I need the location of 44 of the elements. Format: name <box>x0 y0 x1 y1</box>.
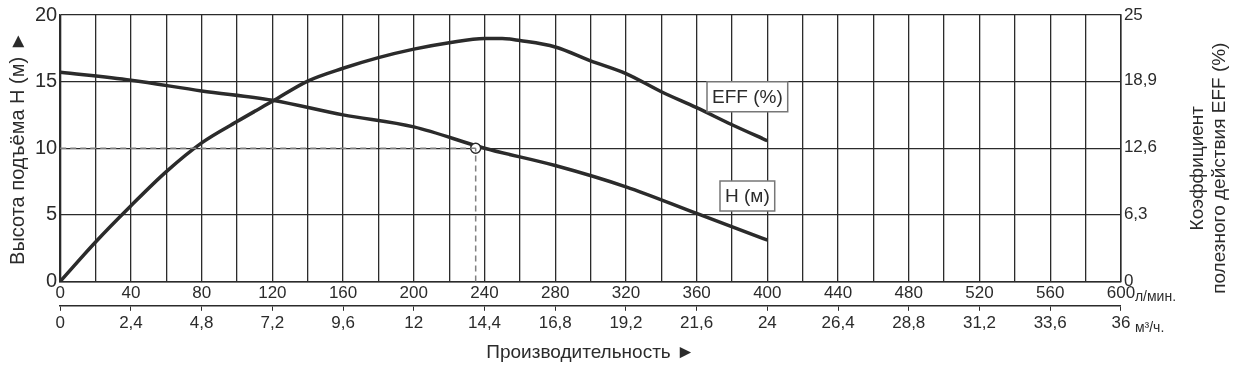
x2-tick-label: 24 <box>757 312 777 332</box>
x2-tick-label: 9,6 <box>331 312 355 332</box>
x2-tick-label: 33,6 <box>1033 312 1067 332</box>
x2-tick-label: 31,2 <box>962 312 997 332</box>
text: л/мин. <box>1134 288 1177 305</box>
y2-tick-label: 12,6 <box>1123 136 1158 156</box>
x-axis-title: Производительность ► <box>486 340 695 362</box>
x-tick-label: 560 <box>1036 283 1065 303</box>
x2-tick-label: 28,8 <box>892 312 926 332</box>
y2-axis-title: Коэффициент полезного действия EFF (%) <box>1186 42 1230 294</box>
x-tick-label: 480 <box>894 283 923 303</box>
x-tick-label: 320 <box>611 283 641 303</box>
text: м³/ч. <box>1134 318 1165 335</box>
x2-tick-label: 19,2 <box>609 312 643 332</box>
y-tick-label: 15 <box>35 69 58 92</box>
x2-tick-label: 7,2 <box>260 312 285 332</box>
x-tick-label: 440 <box>823 283 853 303</box>
x2-tick-label: 16,8 <box>538 312 572 332</box>
x-tick-label: 240 <box>470 283 499 303</box>
x-tick-label: 40 <box>121 283 141 303</box>
x-tick-label: 120 <box>258 283 287 303</box>
x-tick-label: 200 <box>399 283 428 303</box>
x-tick-label: 80 <box>192 283 212 303</box>
x2-tick-label: 26,4 <box>821 312 855 332</box>
x-tick-label: 520 <box>965 283 994 303</box>
x-tick-label: 400 <box>753 283 782 303</box>
x2-tick-label: 36 <box>1111 312 1131 332</box>
series-label: EFF (%) <box>712 85 783 107</box>
y2-tick-label: 18,9 <box>1123 69 1158 89</box>
series-label: H (м) <box>725 185 770 207</box>
x-tick-label: 280 <box>541 283 570 303</box>
x-tick-label: 160 <box>328 283 358 303</box>
x2-tick-label: 2,4 <box>119 312 143 332</box>
x2-tick-label: 12 <box>404 312 424 332</box>
y-axis-title: Высота подъёма H (м) ► <box>5 31 28 265</box>
x2-tick-label: 21,6 <box>680 312 714 332</box>
x2-tick-label: 14,4 <box>467 312 502 332</box>
x-tick-label: 360 <box>682 283 711 303</box>
y2-tick-label: 25 <box>1123 4 1143 24</box>
y-tick-label: 5 <box>46 202 58 225</box>
y-tick-label: 10 <box>35 135 58 158</box>
y-tick-label: 20 <box>35 2 58 25</box>
x2-tick-label: 4,8 <box>189 312 214 332</box>
y2-tick-label: 6,3 <box>1123 203 1148 223</box>
